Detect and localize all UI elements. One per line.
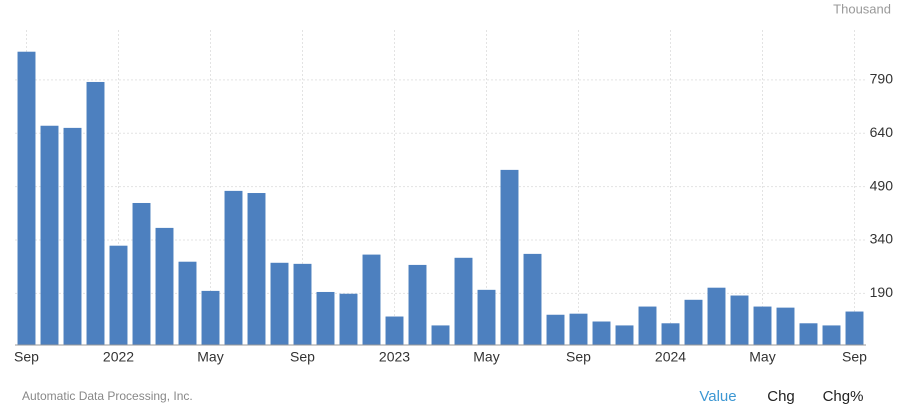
tab[interactable]: Chg% xyxy=(823,388,864,405)
bar xyxy=(753,306,772,345)
unit-label: Thousand xyxy=(833,1,891,16)
x-tick-label: Sep xyxy=(566,349,591,365)
bar xyxy=(477,289,496,345)
bar xyxy=(569,313,588,345)
y-tick-label: 790 xyxy=(870,71,894,87)
bar xyxy=(63,127,82,346)
y-tick-label: 340 xyxy=(870,231,894,247)
bar xyxy=(247,193,266,345)
y-tick-label: 190 xyxy=(870,284,894,300)
bar xyxy=(707,287,726,345)
bar xyxy=(155,227,174,345)
y-tick-label: 490 xyxy=(870,177,894,193)
x-tick-label: 2023 xyxy=(379,349,410,365)
x-tick-label: May xyxy=(473,349,499,365)
bar xyxy=(523,253,542,345)
bar xyxy=(431,325,450,345)
bar xyxy=(592,321,611,345)
x-tick-label: May xyxy=(197,349,223,365)
x-tick-label: Sep xyxy=(842,349,867,365)
bar xyxy=(362,254,381,345)
bar xyxy=(270,262,289,345)
bar xyxy=(132,202,151,345)
bar xyxy=(17,51,36,346)
bar xyxy=(385,316,404,345)
bar xyxy=(799,323,818,345)
x-tick-label: Sep xyxy=(290,349,315,365)
bar xyxy=(201,290,220,345)
bar xyxy=(86,81,105,346)
y-tick-label: 640 xyxy=(870,124,894,140)
bar xyxy=(684,299,703,345)
source: Automatic Data Processing, Inc. xyxy=(22,389,193,403)
bar xyxy=(615,325,634,345)
bar xyxy=(776,307,795,345)
bar xyxy=(500,169,519,345)
bar xyxy=(40,125,59,346)
bar xyxy=(661,323,680,345)
bar xyxy=(822,325,841,345)
bar xyxy=(293,263,312,345)
tab[interactable]: Value xyxy=(699,388,736,405)
bar xyxy=(454,257,473,345)
x-tick-label: May xyxy=(749,349,775,365)
bar xyxy=(546,314,565,345)
x-tick-label: Sep xyxy=(14,349,39,365)
bar xyxy=(408,264,427,345)
bar xyxy=(316,291,335,345)
bar xyxy=(109,245,128,345)
bar xyxy=(178,261,197,345)
bar xyxy=(339,293,358,345)
bar xyxy=(224,190,243,345)
x-tick-label: 2024 xyxy=(655,349,686,365)
tab[interactable]: Chg xyxy=(767,388,795,405)
bar xyxy=(730,295,749,345)
x-tick-label: 2022 xyxy=(103,349,134,365)
bar xyxy=(638,306,657,345)
bar xyxy=(845,311,864,345)
